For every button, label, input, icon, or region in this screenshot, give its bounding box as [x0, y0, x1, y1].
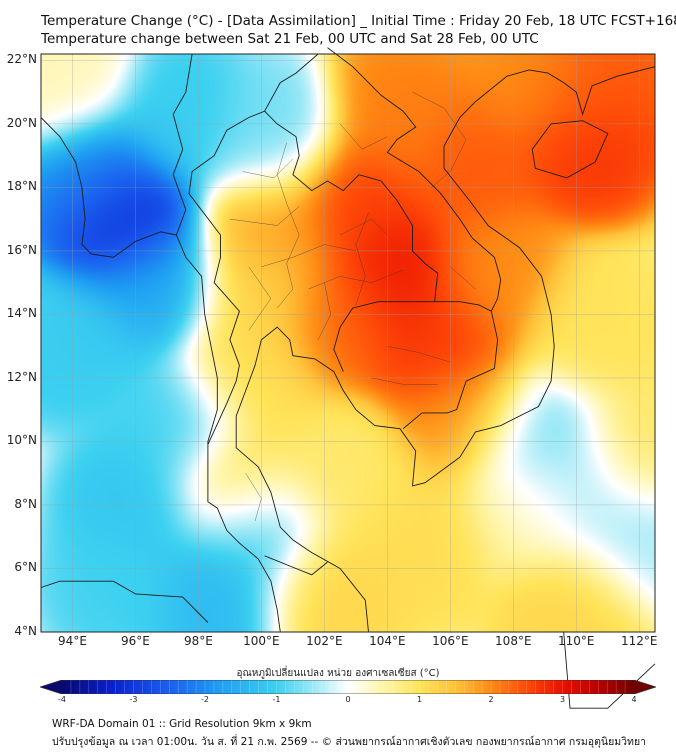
lat-tick-label: 12°N: [6, 369, 37, 384]
colorbar-tick-label: -4: [58, 695, 66, 704]
lat-tick-label: 16°N: [6, 242, 37, 257]
province-boundary: [261, 244, 356, 268]
sumatra-tip: [40, 580, 209, 623]
thailand-cambodia-border: [333, 301, 435, 372]
lon-tick-label: 94°E: [58, 634, 87, 648]
lon-tick-label: 96°E: [121, 634, 150, 648]
lon-tick-label: 102°E: [306, 634, 343, 648]
province-boundary: [317, 282, 331, 340]
lat-tick-label: 8°N: [14, 496, 37, 511]
lat-tick-label: 22°N: [6, 52, 37, 67]
thailand-laos-border: [264, 110, 439, 302]
colorbar: [40, 680, 656, 694]
province-boundary: [412, 91, 467, 188]
lat-tick-label: 18°N: [6, 179, 37, 194]
lon-tick-label: 112°E: [621, 634, 658, 648]
lon-tick-label: 98°E: [183, 634, 213, 648]
lon-tick-label: 104°E: [369, 634, 406, 648]
colorbar-tick-label: 2: [488, 695, 494, 704]
thailand-malaysia-border: [264, 555, 328, 576]
lon-tick-label: 100°E: [243, 634, 280, 648]
colorbar-max-arrow: [634, 680, 656, 694]
lat-tick-label: 10°N: [6, 433, 37, 448]
province-boundary: [308, 269, 404, 290]
map-panel: [40, 47, 656, 709]
province-boundary: [387, 345, 451, 363]
province-boundary: [248, 266, 272, 331]
gulf-of-thailand: [235, 66, 656, 633]
laos-vietnam-border: [327, 47, 502, 312]
myanmar-west: [40, 117, 177, 258]
map-subtitle: Temperature change between Sat 21 Feb, 0…: [41, 31, 539, 47]
province-boundary: [276, 142, 300, 309]
colorbar-tick-label: 3: [559, 695, 566, 704]
colorbar-tick-label: 1: [416, 695, 423, 704]
province-boundary: [339, 123, 388, 150]
laos-myanmar-border: [264, 53, 319, 112]
colorbar-tick-label: 0: [345, 695, 351, 704]
colorbar-tick-label: -3: [129, 695, 138, 704]
province-boundary: [245, 473, 262, 521]
temperature-change-field: [41, 54, 655, 632]
province-boundary: [371, 377, 438, 385]
province-boundary: [242, 158, 294, 179]
province-boundary: [339, 218, 388, 236]
colorbar-tick-label: 4: [631, 695, 637, 704]
colorbar-min-arrow: [40, 680, 62, 694]
thailand-myanmar-border: [188, 110, 265, 445]
lon-tick-label: 108°E: [495, 634, 532, 648]
cambodia-vietnam-border: [402, 311, 499, 430]
lat-tick-label: 20°N: [6, 115, 37, 130]
indochina-coast: [172, 53, 281, 633]
footer-model-info: WRF-DA Domain 01 :: Grid Resolution 9km …: [52, 718, 312, 730]
colorbar-label: อุณหภูมิเปลี่ยนแปลง หน่วย องศาเซลเซียส (…: [236, 668, 440, 679]
lon-tick-label: 106°E: [432, 634, 469, 648]
colorbar-tick-label: -2: [201, 695, 209, 704]
province-boundary: [450, 266, 476, 290]
colorbar-ramp: [62, 680, 634, 694]
map-overlay: [40, 47, 656, 709]
footer-credit: ปรับปรุงข้อมูล ณ เวลา 01:00น. วัน ส. ที่…: [52, 736, 647, 748]
map-frame: [40, 53, 656, 633]
colorbar-tick-label: -1: [272, 695, 281, 704]
hainan: [531, 120, 609, 179]
map-title: Temperature Change (°C) - [Data Assimila…: [41, 13, 676, 29]
lat-tick-label: 14°N: [6, 306, 37, 321]
lon-tick-label: 110°E: [558, 634, 595, 648]
province-boundary: [229, 206, 300, 226]
province-boundary: [355, 212, 369, 305]
cambodia-laos-border: [434, 301, 492, 312]
lat-tick-label: 4°N: [14, 624, 37, 638]
lat-tick-label: 6°N: [14, 560, 37, 575]
